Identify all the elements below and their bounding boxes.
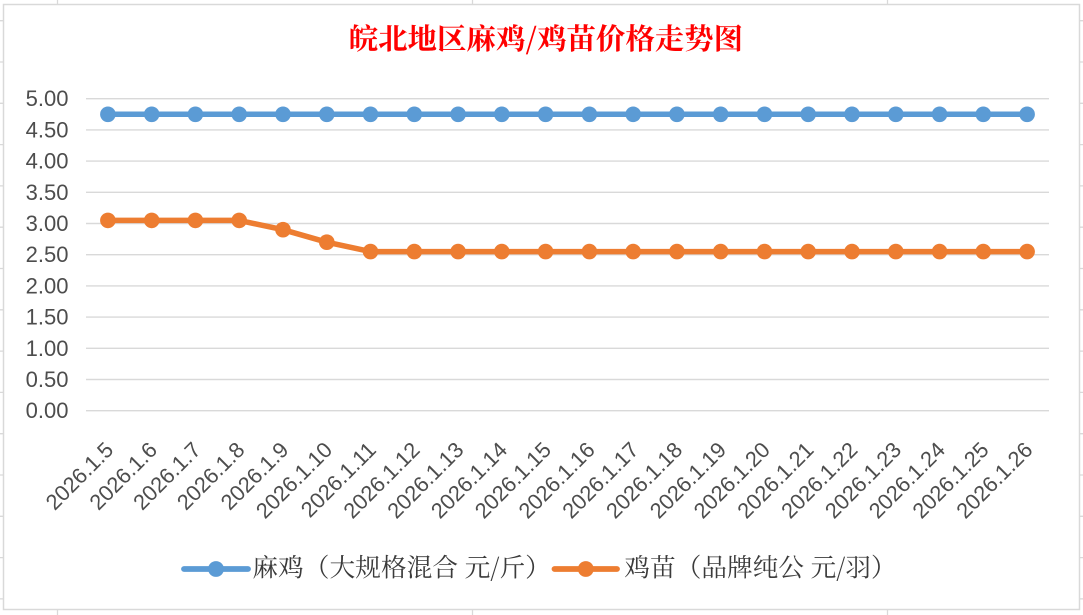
svg-text:2.00: 2.00 [26,273,69,298]
svg-text:0.50: 0.50 [26,367,69,392]
svg-text:4.50: 4.50 [26,117,69,142]
svg-text:4.00: 4.00 [26,149,69,174]
svg-text:0.00: 0.00 [26,398,69,423]
svg-text:3.50: 3.50 [26,180,69,205]
svg-text:2.50: 2.50 [26,242,69,267]
svg-text:1.50: 1.50 [26,305,69,330]
svg-text:5.00: 5.00 [26,86,69,111]
svg-text:1.00: 1.00 [26,336,69,361]
svg-text:3.00: 3.00 [26,211,69,236]
